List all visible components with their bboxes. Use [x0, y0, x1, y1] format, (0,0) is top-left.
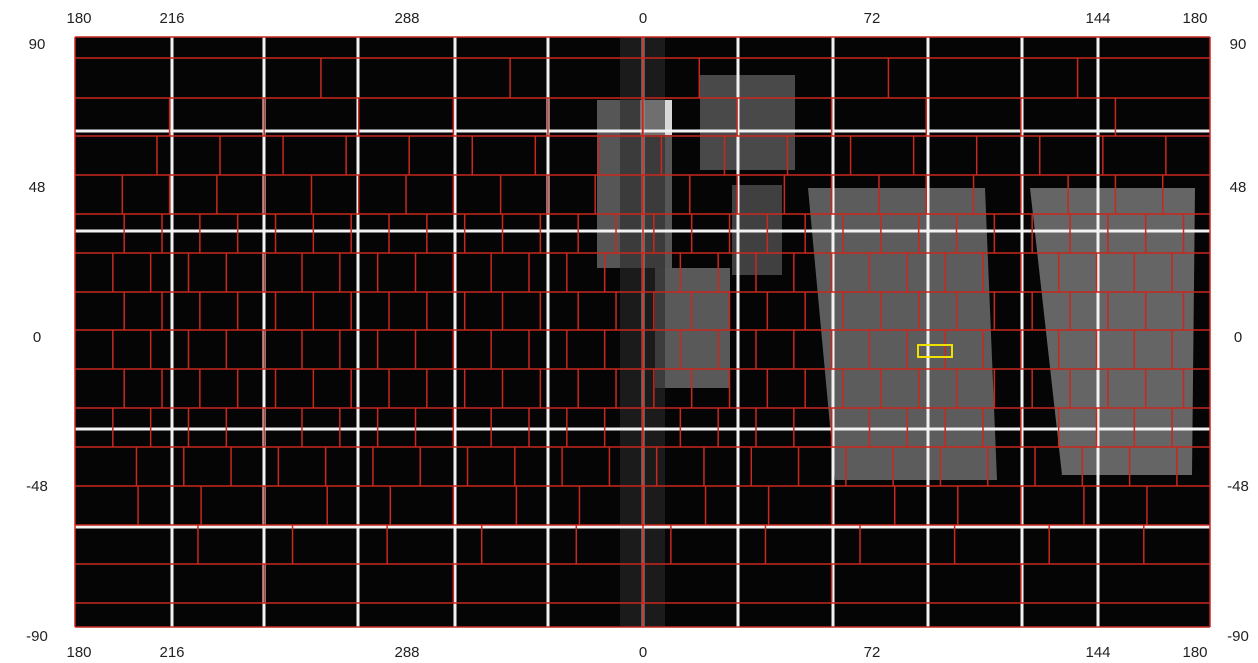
longitude-label: 288 [394, 644, 419, 661]
longitude-label: 72 [864, 10, 881, 27]
longitude-label: 180 [66, 644, 91, 661]
longitude-label: 180 [1182, 644, 1207, 661]
latitude-label: -90 [1227, 628, 1249, 645]
longitude-label: 180 [1182, 10, 1207, 27]
map-figure: 180 180 216 216 288 288 0 0 72 72 144 144 180 180 90 90… [0, 0, 1258, 663]
latitude-label: 0 [33, 329, 41, 346]
longitude-label: 0 [639, 644, 647, 661]
longitude-label: 216 [159, 644, 184, 661]
longitude-label: 72 [864, 644, 881, 661]
latitude-label: -48 [1227, 478, 1249, 495]
image-patch [700, 75, 795, 170]
longitude-label: 288 [394, 10, 419, 27]
latitude-label: 90 [1230, 36, 1247, 53]
longitude-label: 144 [1085, 644, 1110, 661]
latitude-label: 90 [29, 36, 46, 53]
longitude-label: 180 [66, 10, 91, 27]
latitude-label: 0 [1234, 329, 1242, 346]
longitude-label: 144 [1085, 10, 1110, 27]
latitude-label: 48 [1230, 179, 1247, 196]
latitude-label: -90 [26, 628, 48, 645]
latitude-label: 48 [29, 179, 46, 196]
longitude-label: 0 [639, 10, 647, 27]
longitude-label: 216 [159, 10, 184, 27]
latitude-label: -48 [26, 478, 48, 495]
